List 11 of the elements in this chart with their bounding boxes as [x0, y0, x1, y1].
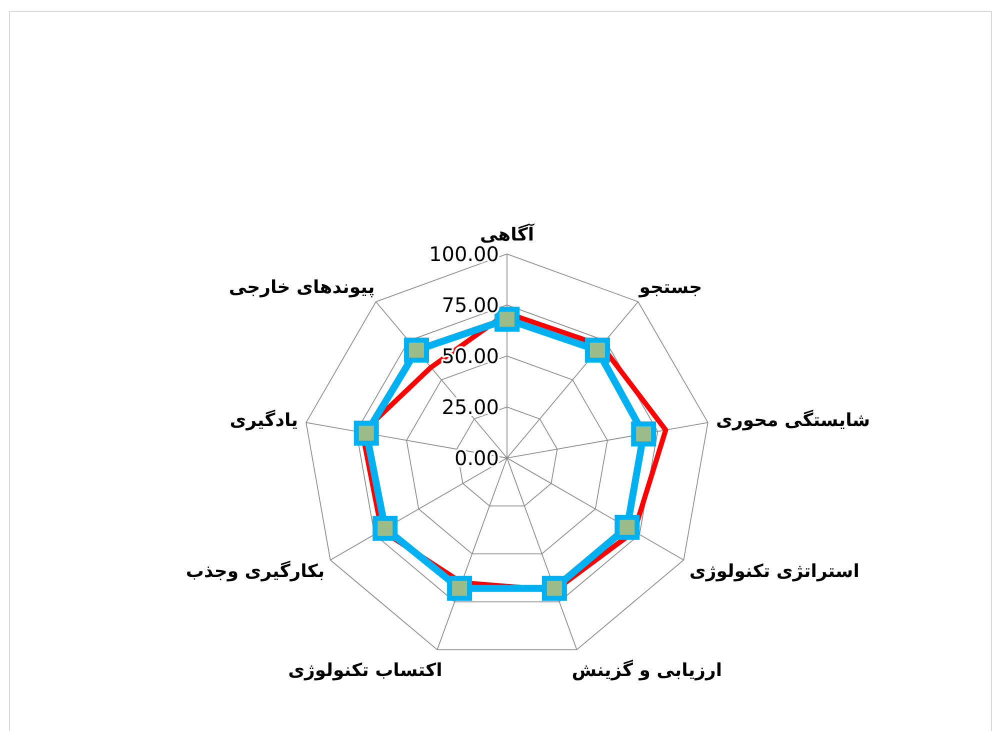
y-tick-label: 0.00: [454, 446, 499, 470]
spoke-label: استراتژی تکنولوژی: [689, 561, 860, 582]
spoke-label: اکتساب تکنولوژی: [288, 660, 442, 681]
spoke-label: جستجو: [638, 277, 702, 298]
y-tick-label: 75.00: [442, 293, 499, 317]
spoke-label: ارزیابی و گزینش: [572, 658, 722, 681]
spoke-label: بکارگیری وجذب: [186, 560, 325, 582]
spoke-label: شایستگی محوری: [716, 409, 870, 432]
spoke-label: یادگیری: [230, 409, 298, 432]
spoke-label: پیوندهای خارجی: [228, 277, 375, 298]
y-tick-label: 25.00: [442, 395, 499, 419]
